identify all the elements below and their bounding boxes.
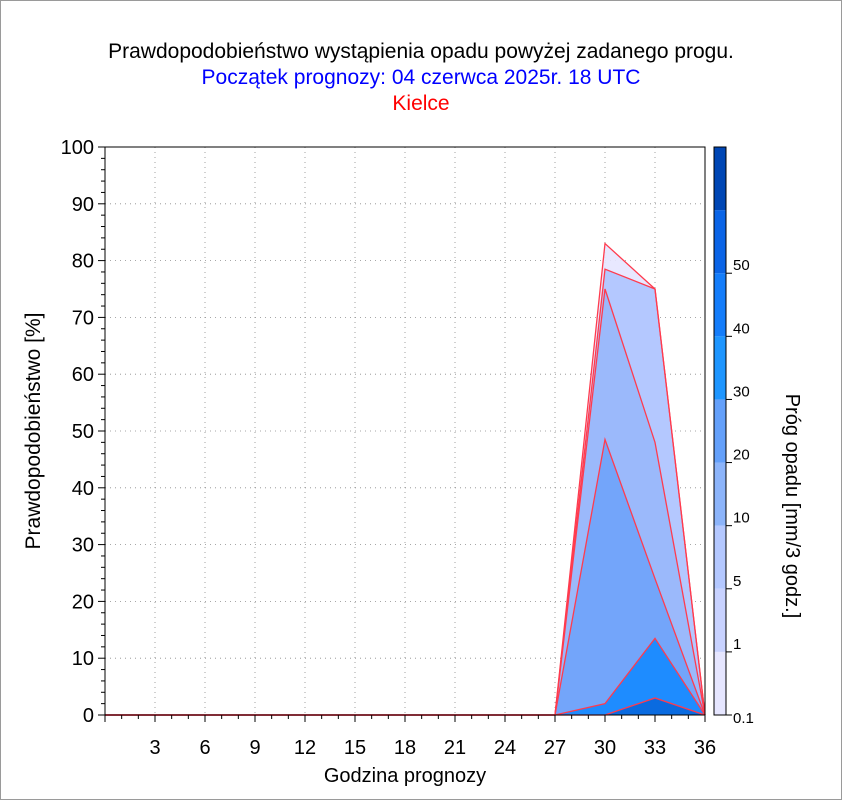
- colorbar-title: Próg opadu [mm/3 godz.]: [781, 394, 803, 619]
- colorbar-band: [714, 399, 726, 463]
- colorbar-label: 10: [733, 510, 750, 527]
- colorbar-band: [714, 147, 726, 211]
- colorbar-band: [714, 462, 726, 526]
- y-tick-label: 100: [61, 137, 94, 159]
- chart-title: Prawdopodobieństwo wystąpienia opadu pow…: [108, 40, 734, 63]
- colorbar-band: [714, 588, 726, 652]
- area-threshold-30: [105, 697, 705, 715]
- x-tick-label: 9: [249, 737, 260, 759]
- colorbar-label: 0.1: [733, 710, 754, 727]
- x-tick-label: 21: [444, 737, 466, 759]
- colorbar-band: [714, 525, 726, 589]
- y-tick-label: 60: [72, 364, 94, 386]
- x-axis-label: Godzina prognozy: [324, 765, 486, 787]
- x-tick-label: 12: [294, 737, 316, 759]
- x-tick-label: 27: [544, 737, 566, 759]
- forecast-start: Początek prognozy: 04 czerwca 2025r. 18 …: [201, 66, 641, 89]
- colorbar-label: 50: [733, 257, 750, 274]
- y-tick-label: 80: [72, 251, 94, 273]
- colorbar-label: 20: [733, 447, 750, 464]
- y-tick-label: 90: [72, 194, 94, 216]
- colorbar-band: [714, 210, 726, 274]
- x-tick-label: 6: [199, 737, 210, 759]
- y-tick-label: 20: [72, 591, 94, 613]
- location-name: Kielce: [392, 92, 450, 115]
- x-tick-label: 3: [149, 737, 160, 759]
- y-tick-label: 50: [72, 421, 94, 443]
- colorbar-border: [713, 146, 727, 716]
- colorbar-label: 5: [733, 573, 741, 590]
- colorbar-label: 1: [733, 636, 741, 653]
- x-tick-label: 33: [644, 737, 666, 759]
- x-tick-label: 15: [344, 737, 366, 759]
- x-tick-label: 18: [394, 737, 416, 759]
- colorbar-band: [714, 336, 726, 400]
- y-tick-label: 0: [83, 705, 94, 727]
- x-tick-label: 36: [694, 737, 716, 759]
- colorbar-label: 30: [733, 383, 750, 400]
- colorbar-band: [714, 651, 726, 715]
- y-tick-label: 40: [72, 478, 94, 500]
- colorbar-band: [714, 273, 726, 337]
- y-tick-label: 30: [72, 535, 94, 557]
- y-tick-label: 70: [72, 307, 94, 329]
- x-tick-label: 30: [594, 737, 616, 759]
- x-tick-label: 24: [494, 737, 516, 759]
- colorbar-label: 40: [733, 320, 750, 337]
- y-tick-label: 10: [72, 648, 94, 670]
- y-axis-label: Prawdopodobieństwo [%]: [22, 313, 45, 550]
